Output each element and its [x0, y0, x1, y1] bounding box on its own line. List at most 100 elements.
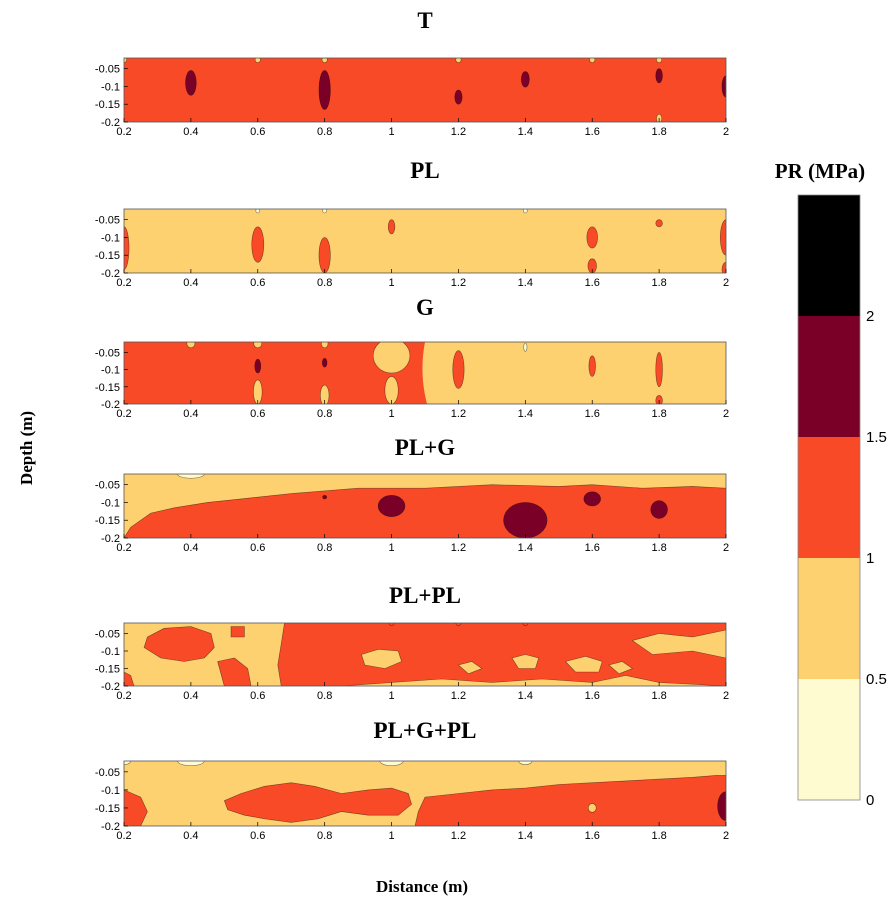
x-tick-label: 0.6 — [250, 830, 265, 842]
y-tick-label: -0.2 — [101, 821, 120, 833]
colorbar-tick-label: 2 — [866, 308, 874, 325]
x-tick-label: 1.6 — [585, 830, 600, 842]
y-tick-label: -0.1 — [101, 646, 120, 658]
contour-blob — [384, 376, 399, 404]
y-tick-label: -0.05 — [95, 629, 120, 641]
panel-pl-g-pl: PL+G+PL 0.2 0.4 0.6 0.8 1 1.2 1.4 1.6 1.8 2 -0.05 -0… — [95, 718, 729, 842]
x-tick-label: 0.6 — [250, 408, 265, 420]
contour-blob — [254, 358, 262, 374]
x-tick-label: 1 — [388, 690, 394, 702]
y-tick-label: -0.15 — [95, 803, 120, 815]
contour-blob — [452, 350, 465, 389]
contour-area-g — [124, 342, 726, 404]
x-tick-label: 1.4 — [518, 542, 533, 554]
x-tick-label: 2 — [723, 126, 729, 138]
contour-blob — [521, 71, 530, 88]
panel-frame — [123, 473, 727, 539]
panel-frame — [123, 208, 727, 274]
x-tick-label: 0.4 — [183, 126, 198, 138]
contour-blob — [454, 89, 463, 105]
x-tick-label: 1.8 — [651, 690, 666, 702]
y-tick-label: -0.2 — [101, 268, 120, 280]
contour-blob — [379, 761, 404, 766]
contour-area-pl-g-pl — [124, 761, 726, 826]
y-tick-label: -0.05 — [95, 64, 120, 76]
panel-pl: PL 0.2 0.4 0.6 0.8 1 1.2 1.4 1.6 1.8 2 -0.05 -0.1 -0.… — [95, 158, 729, 289]
x-tick-label: 1.8 — [651, 126, 666, 138]
contour-region — [511, 654, 540, 669]
contour-blob — [387, 219, 396, 235]
contour-blob — [720, 219, 726, 256]
y-tick-label: -0.1 — [101, 81, 120, 93]
x-tick-label: 0.2 — [116, 690, 131, 702]
contour-region — [230, 626, 245, 638]
panel-title-pl-g-pl: PL+G+PL — [374, 718, 477, 743]
x-axis-label: Distance (m) — [376, 877, 468, 896]
x-tick-label: 0.8 — [317, 277, 332, 289]
contour-blob — [322, 209, 327, 214]
x-tick-label: 0.8 — [317, 542, 332, 554]
x-tick-label: 2 — [723, 277, 729, 289]
x-tick-label: 1.4 — [518, 690, 533, 702]
contour-region — [277, 623, 726, 686]
colorbar-tick-label: 0.5 — [866, 671, 887, 688]
contour-blob — [655, 395, 663, 404]
panel-frame — [123, 622, 727, 687]
x-tick-label: 1.8 — [651, 277, 666, 289]
contour-blob — [655, 219, 663, 228]
x-tick-label: 0.2 — [116, 408, 131, 420]
contour-blob — [321, 342, 329, 349]
contour-region — [457, 661, 483, 675]
panel-frame — [123, 760, 727, 827]
panel-pl-pl: PL+PL 0.2 0.4 0.6 0.8 1 1.2 1.4 1.6 1.8 2 -0.05 -0.1… — [95, 583, 729, 702]
contour-region — [124, 789, 148, 826]
panel-pl-g: PL+G 0.2 0.4 0.6 0.8 1 1.2 1.4 1.6 1.8 2 -0.05 -0.1 -… — [95, 435, 729, 554]
y-tick-label: -0.2 — [101, 533, 120, 545]
x-tick-label: 1.4 — [518, 408, 533, 420]
contour-region — [422, 342, 726, 404]
colorbar-segment — [798, 558, 860, 679]
x-tick-label: 1 — [388, 830, 394, 842]
x-tick-label: 2 — [723, 542, 729, 554]
contour-blob — [588, 355, 596, 377]
contour-blob — [253, 342, 263, 349]
y-tick-label: -0.1 — [101, 232, 120, 244]
y-tick-label: -0.15 — [95, 250, 120, 262]
y-tick-label: -0.1 — [101, 785, 120, 797]
x-tick-label: 2 — [723, 408, 729, 420]
contour-blob — [251, 226, 265, 263]
x-tick-label: 1 — [388, 277, 394, 289]
x-tick-label: 0.2 — [116, 277, 131, 289]
contour-blob — [255, 209, 261, 214]
panel-t: T 0.2 0.4 0.6 0.8 1 1.2 1.4 1.6 1.8 2 -0.05 -0.1 -0.1… — [95, 8, 729, 138]
y-tick-label: -0.05 — [95, 767, 120, 779]
contour-blob — [717, 791, 726, 821]
colorbar-tick-label: 0 — [866, 792, 874, 809]
y-tick-label: -0.15 — [95, 382, 120, 394]
x-tick-label: 1.2 — [451, 277, 466, 289]
x-tick-label: 0.6 — [250, 277, 265, 289]
contour-blob — [377, 495, 406, 517]
x-tick-label: 1.2 — [451, 830, 466, 842]
panel-title-t: T — [417, 8, 432, 33]
contour-blob — [583, 491, 601, 507]
x-tick-label: 1.2 — [451, 126, 466, 138]
contour-region — [223, 782, 412, 823]
x-tick-label: 1.6 — [585, 408, 600, 420]
y-tick-label: -0.05 — [95, 347, 120, 359]
x-tick-label: 1 — [388, 542, 394, 554]
colorbar-tick-label: 1.5 — [866, 429, 887, 446]
contour-blob — [185, 70, 197, 96]
x-tick-label: 1.6 — [585, 126, 600, 138]
contour-blob — [655, 68, 663, 84]
x-tick-label: 1.8 — [651, 542, 666, 554]
contour-blob — [650, 500, 668, 519]
contour-background — [124, 58, 726, 122]
y-tick-label: -0.2 — [101, 399, 120, 411]
x-tick-label: 1.6 — [585, 690, 600, 702]
panels-group: T 0.2 0.4 0.6 0.8 1 1.2 1.4 1.6 1.8 2 -0.05 -0.1 -0.1… — [95, 8, 729, 842]
y-tick-label: -0.05 — [95, 215, 120, 227]
contour-blob — [322, 495, 327, 500]
colorbar-segment — [798, 195, 860, 316]
panel-frame — [123, 341, 727, 405]
